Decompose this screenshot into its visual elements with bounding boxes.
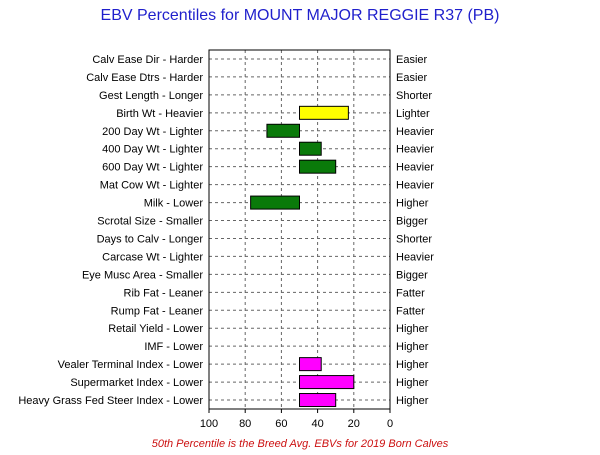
trait-label-right: Heavier [396,144,434,156]
trait-label-right: Higher [396,341,429,353]
trait-label-left: Mat Cow Wt - Lighter [100,180,204,192]
x-tick-label: 20 [348,418,360,430]
trait-label-right: Bigger [396,269,428,281]
x-tick-label: 100 [200,418,218,430]
trait-label-left: Eye Musc Area - Smaller [82,269,203,281]
x-tick-label: 40 [311,418,323,430]
trait-label-left: 600 Day Wt - Lighter [102,162,203,174]
trait-label-left: Rump Fat - Leaner [111,305,204,317]
percentile-bar [299,105,349,120]
trait-label-left: Calv Ease Dtrs - Harder [86,72,203,84]
percentile-bar [266,123,301,138]
trait-label-left: IMF - Lower [144,341,203,353]
trait-label-left: 400 Day Wt - Lighter [102,144,203,156]
percentile-bar [299,357,322,372]
percentile-bar [250,195,301,210]
trait-label-left: Birth Wt - Heavier [116,108,203,120]
trait-label-left: Days to Calv - Longer [97,233,204,245]
trait-label-right: Heavier [396,251,434,263]
plot-frame [208,49,391,410]
trait-label-right: Higher [396,359,429,371]
chart-footnote: 50th Percentile is the Breed Avg. EBVs f… [152,438,449,450]
trait-label-left: Rib Fat - Leaner [124,287,204,299]
trait-label-right: Shorter [396,90,432,102]
right-labels: Easier Easier Shorter Lighter Heavier Heavier… [396,54,434,407]
trait-label-right: Heavier [396,162,434,174]
trait-label-right: Shorter [396,233,432,245]
x-tick-label: 0 [387,418,393,430]
trait-label-right: Fatter [396,305,425,317]
trait-label-right: Higher [396,323,429,335]
percentile-bar [299,159,337,174]
trait-label-left: Calv Ease Dir - Harder [92,54,203,66]
trait-label-left: Milk - Lower [144,198,204,210]
percentile-bar [299,375,355,390]
trait-label-right: Easier [396,72,428,84]
trait-label-right: Heavier [396,126,434,138]
percentile-bar [299,141,322,156]
trait-label-right: Bigger [396,216,428,228]
left-labels: Calv Ease Dir - Harder Calv Ease Dtrs - H… [18,54,203,407]
trait-label-left: 200 Day Wt - Lighter [102,126,203,138]
x-tick-label: 60 [275,418,287,430]
trait-label-right: Fatter [396,287,425,299]
bars-layer [250,105,355,408]
trait-label-right: Heavier [396,180,434,192]
trait-label-left: Carcase Wt - Lighter [102,251,203,263]
trait-label-left: Supermarket Index - Lower [70,377,203,389]
trait-label-left: Scrotal Size - Smaller [97,216,203,228]
x-axis-ticks: 100 80 60 40 20 0 [200,409,393,430]
percentile-bar [299,393,337,408]
trait-label-left: Gest Length - Longer [99,90,203,102]
trait-label-left: Vealer Terminal Index - Lower [58,359,204,371]
grid-lines [209,50,390,409]
trait-label-right: Higher [396,377,429,389]
x-tick-label: 80 [239,418,251,430]
trait-label-right: Higher [396,395,429,407]
trait-label-right: Lighter [396,108,430,120]
trait-label-right: Higher [396,198,429,210]
chart-title: EBV Percentiles for MOUNT MAJOR REGGIE R… [101,7,500,24]
trait-label-left: Retail Yield - Lower [108,323,203,335]
trait-label-right: Easier [396,54,428,66]
trait-label-left: Heavy Grass Fed Steer Index - Lower [18,395,203,407]
